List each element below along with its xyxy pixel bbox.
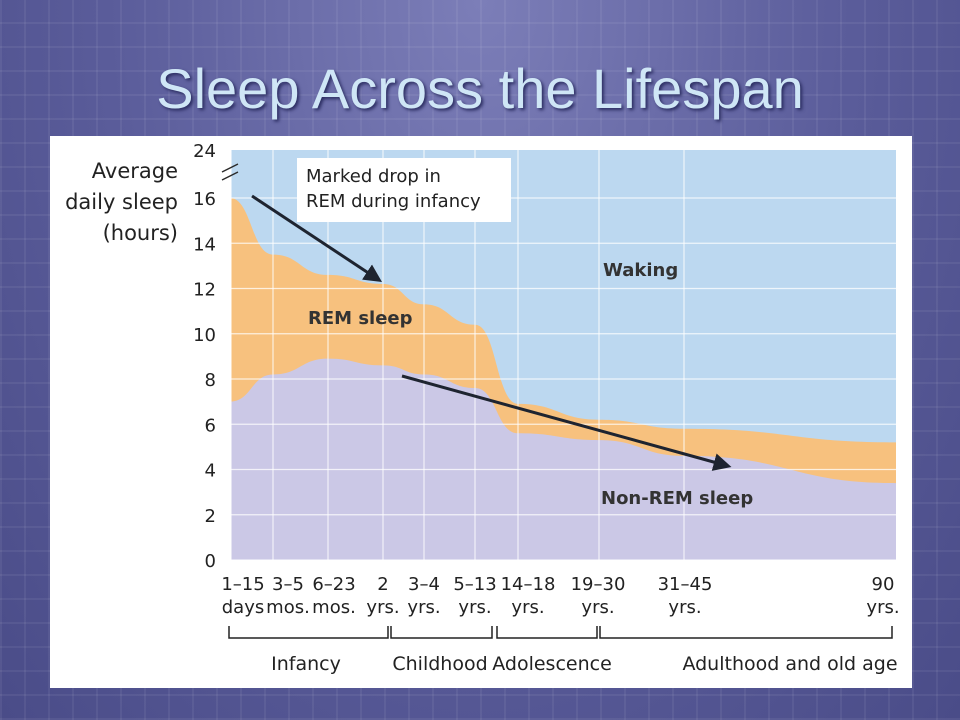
x-tick-label-unit: mos. bbox=[312, 597, 356, 618]
life-stage-label: Childhood bbox=[392, 653, 487, 675]
x-tick-label: 14–18 bbox=[501, 574, 556, 595]
y-tick-label: 10 bbox=[193, 325, 216, 346]
area-label-rem-sleep: REM sleep bbox=[308, 308, 413, 329]
x-tick-label-unit: yrs. bbox=[866, 597, 899, 618]
y-tick-label: 14 bbox=[193, 234, 216, 255]
y-tick-label: 12 bbox=[193, 280, 216, 301]
x-tick-label-unit: yrs. bbox=[581, 597, 614, 618]
y-tick-label: 8 bbox=[205, 370, 216, 391]
life-stage-label: Adulthood and old age bbox=[682, 653, 897, 675]
x-tick-label: 31–45 bbox=[658, 574, 713, 595]
y-tick-label: 24 bbox=[193, 141, 216, 162]
area-label-non-rem-sleep: Non-REM sleep bbox=[601, 488, 753, 509]
x-tick-label-unit: days bbox=[222, 597, 265, 618]
y-axis-title-line: daily sleep bbox=[65, 190, 178, 214]
annotation-text: REM during infancy bbox=[306, 191, 481, 212]
rem-drop-arrow bbox=[251, 194, 383, 282]
y-axis-title-line: (hours) bbox=[103, 221, 178, 245]
x-tick-label: 6–23 bbox=[312, 574, 355, 595]
y-tick-label: 16 bbox=[193, 189, 216, 210]
chart-panel: 0 2 4 6 8 10 12 14 16 24 Average daily sleep (hours… bbox=[50, 136, 912, 688]
x-tick-label: 3–5 bbox=[272, 574, 304, 595]
life-stage-label: Infancy bbox=[271, 653, 341, 675]
life-stage-bracket bbox=[390, 626, 493, 639]
y-tick-label: 0 bbox=[205, 551, 216, 572]
area-labels: Non-REM sleep REM sleep Waking bbox=[308, 260, 753, 509]
y-axis-label: Average daily sleep (hours) bbox=[65, 159, 178, 245]
life-stage-bracket bbox=[228, 626, 389, 639]
x-tick-label: 3–4 bbox=[408, 574, 440, 595]
y-axis-title-line: Average bbox=[92, 159, 178, 183]
x-tick-label: 19–30 bbox=[571, 574, 626, 595]
x-axis: 1–15days3–5mos.6–23mos.2yrs.3–4yrs.5–13y… bbox=[221, 574, 899, 618]
x-tick-label-unit: yrs. bbox=[458, 597, 491, 618]
annotation-text: Marked drop in bbox=[306, 166, 441, 187]
y-tick-label: 6 bbox=[205, 415, 216, 436]
life-stage-bracket bbox=[496, 626, 598, 639]
annotation-box bbox=[297, 158, 511, 222]
x-tick-label-unit: yrs. bbox=[511, 597, 544, 618]
y-tick-label: 2 bbox=[205, 506, 216, 527]
axis-break-mark bbox=[221, 163, 239, 181]
y-tick-label: 4 bbox=[205, 461, 216, 482]
x-tick-label: 1–15 bbox=[221, 574, 264, 595]
life-stage-label: Adolescence bbox=[492, 653, 612, 675]
life-stages: Infancy Childhood Adolescence Adulthood and… bbox=[228, 626, 898, 675]
x-tick-label-unit: yrs. bbox=[407, 597, 440, 618]
non-rem-sleep-area bbox=[230, 358, 896, 560]
x-tick-label: 90 bbox=[872, 574, 895, 595]
x-tick-label-unit: mos. bbox=[266, 597, 310, 618]
area-label-waking: Waking bbox=[603, 260, 678, 281]
life-stage-bracket bbox=[599, 626, 893, 639]
annotations: Marked drop in REM during infancy bbox=[251, 158, 732, 471]
slide-title: Sleep Across the Lifespan bbox=[156, 57, 804, 120]
x-tick-label: 5–13 bbox=[453, 574, 496, 595]
x-tick-label-unit: yrs. bbox=[668, 597, 701, 618]
x-tick-label: 2 bbox=[377, 574, 388, 595]
x-tick-label-unit: yrs. bbox=[366, 597, 399, 618]
non-rem-trend-arrow bbox=[401, 374, 732, 471]
